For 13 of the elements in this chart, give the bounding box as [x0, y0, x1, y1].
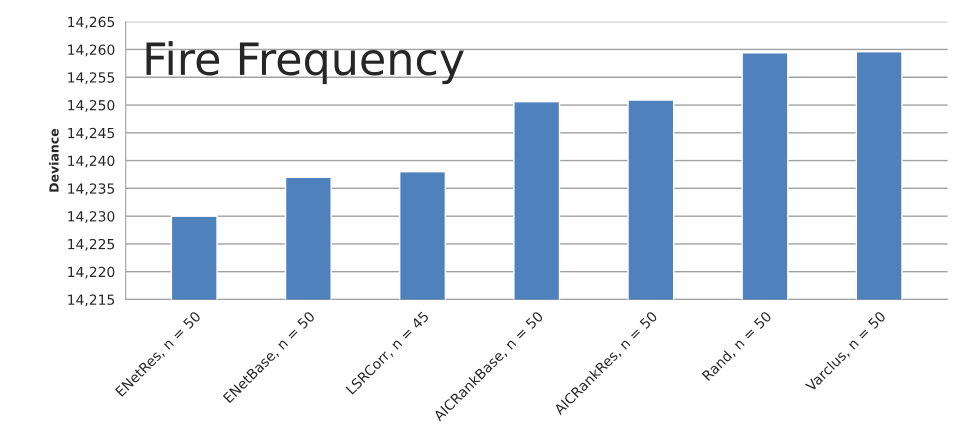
y-tick-label: 14,255 [68, 72, 114, 84]
y-tick-label: 14,240 [68, 156, 114, 168]
y-axis-title: Deviance [49, 128, 59, 192]
y-tick-label: 14,250 [68, 100, 114, 112]
y-tick-label: 14,245 [68, 128, 114, 140]
chart-title: Fire Frequency [146, 41, 464, 84]
y-tick-label: 14,225 [68, 238, 114, 251]
y-tick-label: 14,260 [68, 44, 114, 56]
y-tick-label: 14,215 [68, 294, 114, 306]
y-tick-label: 14,235 [68, 183, 114, 196]
y-tick-label: 14,265 [68, 16, 114, 29]
y-tick-label: 14,230 [68, 211, 114, 224]
y-tick-label: 14,220 [68, 266, 114, 279]
